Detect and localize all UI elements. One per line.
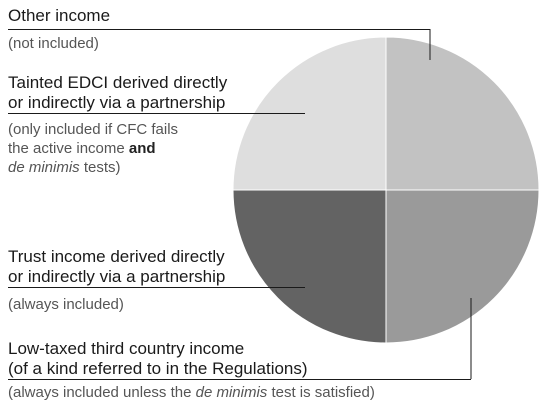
trust-income-underline xyxy=(8,287,305,288)
low-taxed-title-line2: (of a kind referred to in the Regulation… xyxy=(8,359,308,378)
tainted-edci-note-line3: de minimis tests) xyxy=(8,159,121,176)
tainted-edci-title-line1: Tainted EDCI derived directly xyxy=(8,73,228,92)
low-taxed-label: Low-taxed third country income (of a kin… xyxy=(8,339,375,402)
low-taxed-note-italic: de minimis xyxy=(195,384,268,401)
low-taxed-underline xyxy=(8,379,471,380)
other-income-label: Other income (not included) xyxy=(8,6,110,53)
other-income-note: (not included) xyxy=(8,35,99,52)
tainted-edci-underline xyxy=(8,113,305,114)
pie-slice-trust-income xyxy=(232,189,387,344)
tainted-edci-note-line2: the active income and xyxy=(8,140,156,157)
tainted-edci-note-italic: de minimis xyxy=(8,159,80,176)
low-taxed-title-line1: Low-taxed third country income xyxy=(8,339,245,358)
other-income-underline xyxy=(8,29,430,30)
tainted-edci-title-line2: or indirectly via a partnership xyxy=(8,93,226,112)
other-income-title: Other income xyxy=(8,6,111,25)
trust-income-label: Trust income derived directly or indirec… xyxy=(8,247,225,314)
trust-income-title-line1: Trust income derived directly xyxy=(8,247,225,266)
pie-slice-other-income xyxy=(385,36,540,191)
trust-income-note: (always included) xyxy=(8,296,124,313)
tainted-edci-label: Tainted EDCI derived directly or indirec… xyxy=(8,73,227,177)
tainted-edci-note-line1: (only included if CFC fails xyxy=(8,121,179,138)
low-taxed-note: (always included unless the de minimis t… xyxy=(8,384,375,401)
tainted-edci-note-bold: and xyxy=(128,140,156,157)
pie-slice-tainted-edci xyxy=(232,36,387,191)
trust-income-title-line2: or indirectly via a partnership xyxy=(8,267,226,286)
pie-slice-low-taxed xyxy=(385,189,540,344)
